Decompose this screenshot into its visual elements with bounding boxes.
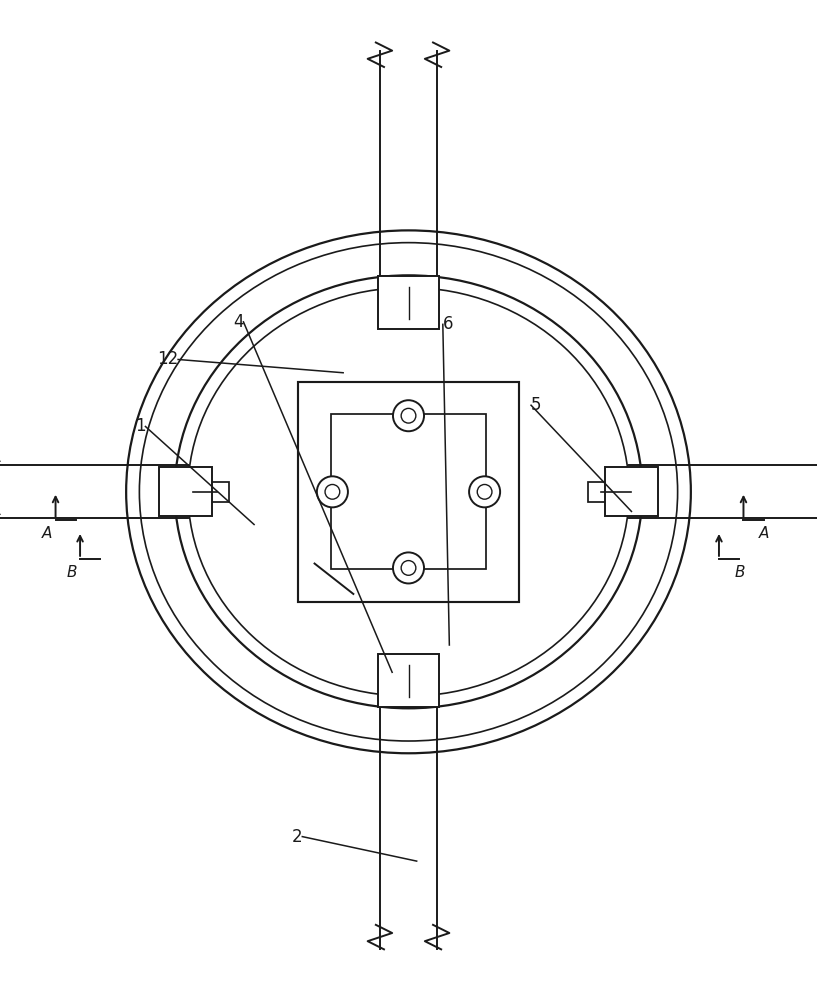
Text: B: B	[734, 565, 744, 580]
Bar	[159, 467, 212, 516]
Circle shape	[325, 484, 340, 499]
Text: 12: 12	[157, 350, 178, 368]
Text: A: A	[759, 526, 769, 541]
Bar	[588, 482, 613, 502]
Circle shape	[401, 408, 416, 423]
Text: 1: 1	[135, 417, 145, 435]
Bar	[377, 654, 440, 707]
Circle shape	[469, 476, 500, 507]
Bar	[377, 276, 440, 329]
Text: B: B	[67, 565, 77, 580]
Circle shape	[401, 561, 416, 575]
Circle shape	[317, 476, 348, 507]
Bar	[396, 308, 421, 328]
Circle shape	[477, 484, 492, 499]
Bar	[298, 382, 519, 602]
Bar	[204, 482, 229, 502]
Text: 2: 2	[292, 828, 302, 846]
Text: 4: 4	[233, 313, 243, 331]
Text: 6: 6	[443, 315, 453, 333]
Bar	[605, 467, 658, 516]
Circle shape	[393, 552, 424, 583]
Text: 5: 5	[531, 396, 542, 414]
Bar	[331, 414, 486, 569]
Text: A: A	[42, 526, 52, 541]
Bar	[396, 655, 421, 676]
Circle shape	[393, 400, 424, 431]
